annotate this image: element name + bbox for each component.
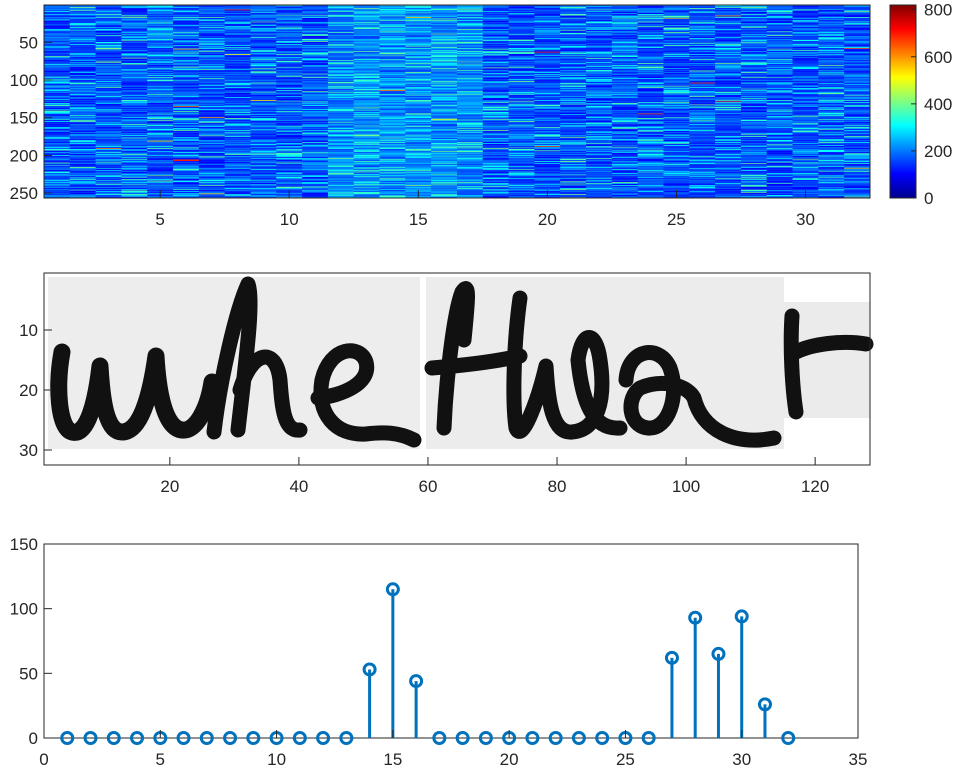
heatmap-cells	[44, 5, 870, 198]
